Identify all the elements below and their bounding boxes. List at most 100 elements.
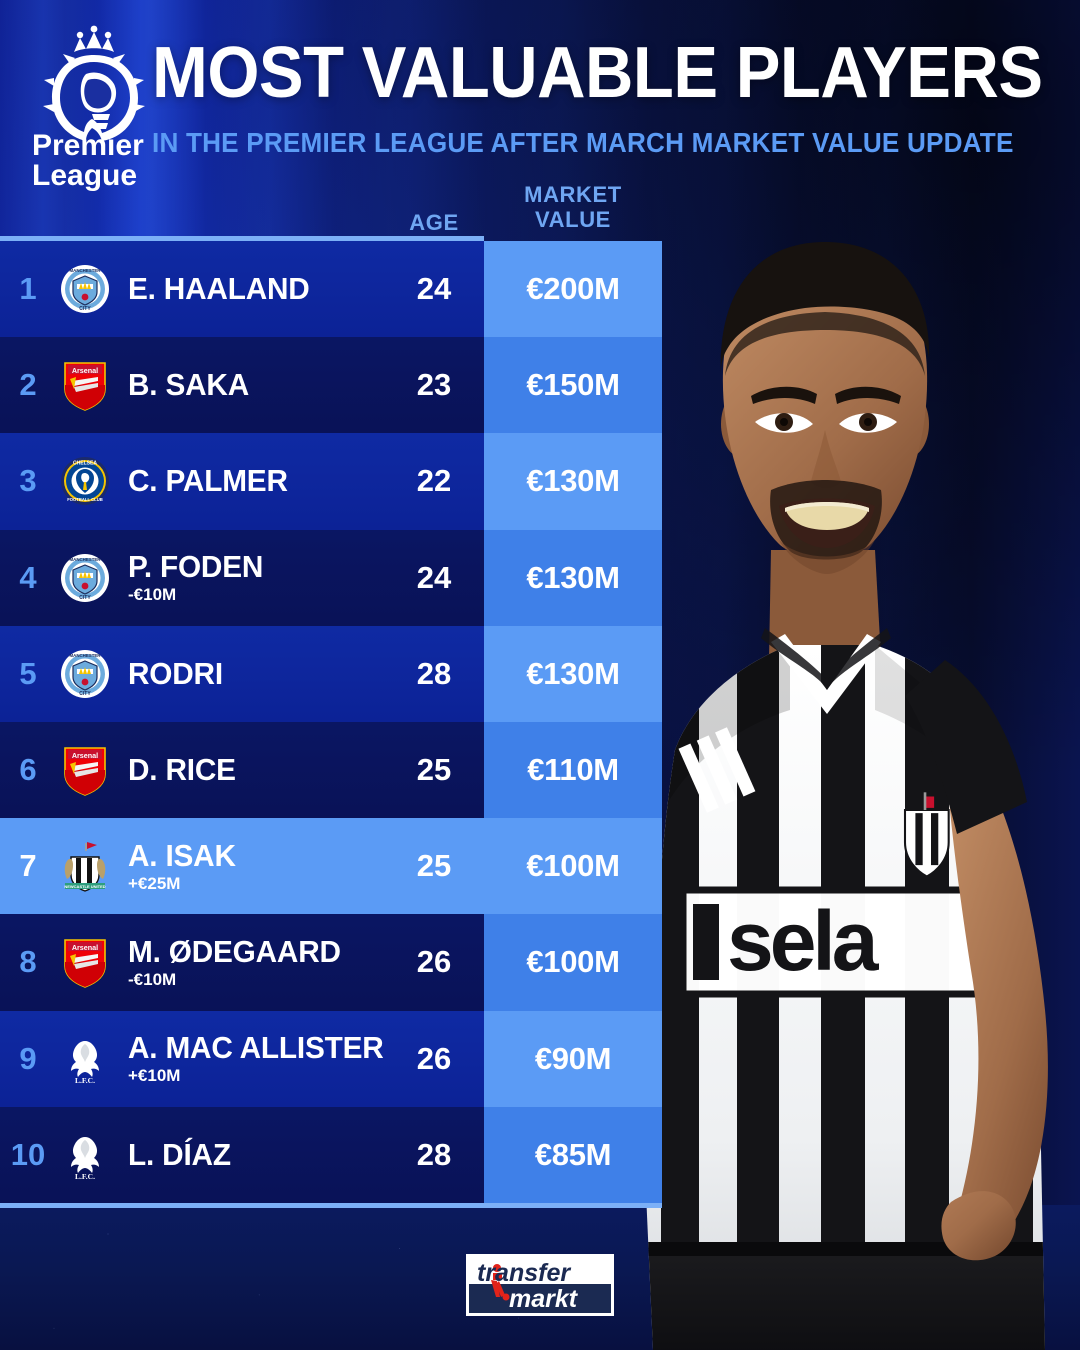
tm-wordmark-transfer: transfer bbox=[477, 1259, 571, 1287]
svg-text:FOOTBALL CLUB: FOOTBALL CLUB bbox=[67, 497, 103, 502]
rank-number: 4 bbox=[19, 559, 37, 595]
table-row[interactable]: 5 MANCHESTER CITY RODRI 28 €130M bbox=[0, 625, 662, 722]
svg-text:MANCHESTER: MANCHESTER bbox=[70, 653, 102, 658]
svg-text:MANCHESTER: MANCHESTER bbox=[70, 557, 102, 562]
player-market-value: €130M bbox=[526, 655, 620, 691]
svg-text:Arsenal: Arsenal bbox=[72, 751, 98, 760]
svg-text:Arsenal: Arsenal bbox=[72, 943, 98, 952]
svg-text:L.F.C.: L.F.C. bbox=[75, 1076, 95, 1085]
market-value-cell-background bbox=[484, 721, 662, 819]
player-name-block: RODRI bbox=[128, 626, 384, 722]
table-bottom-rule bbox=[0, 1203, 662, 1208]
svg-text:CHELSEA: CHELSEA bbox=[73, 461, 97, 467]
table-body: 1 MANCHESTER CITY E. HAALAND 24 €200M 2 … bbox=[0, 241, 662, 1203]
player-market-value: €85M bbox=[534, 1136, 612, 1172]
player-age: 24 bbox=[416, 271, 452, 307]
table-row[interactable]: 3 CHELSEA FOOTBALL CLUB C. PALMER 22 €13… bbox=[0, 433, 662, 530]
player-name-block: A. MAC ALLISTER +€10M bbox=[128, 1011, 384, 1107]
rank-number: 9 bbox=[19, 1040, 37, 1076]
club-crest-arsenal: Arsenal bbox=[58, 935, 112, 989]
market-value-cell-background bbox=[484, 529, 662, 626]
svg-text:L.F.C.: L.F.C. bbox=[75, 1172, 95, 1181]
column-header-market-value-line1: MARKET bbox=[524, 182, 622, 207]
market-value-cell-background bbox=[484, 1010, 662, 1107]
player-name-block: B. SAKA bbox=[128, 337, 384, 433]
club-crest-liverpool: L.F.C. bbox=[58, 1128, 112, 1182]
club-crest-newcastle-united: NEWCASTLE UNITED bbox=[58, 839, 112, 893]
table-row[interactable]: 6 Arsenal D. RICE 25 €110M bbox=[0, 721, 662, 819]
player-name-block: P. FODEN -€10M bbox=[128, 530, 384, 626]
club-crest-manchester-city: MANCHESTER CITY bbox=[58, 262, 112, 316]
table-row[interactable]: 2 Arsenal B. SAKA 23 €150M bbox=[0, 337, 662, 434]
player-market-value: €90M bbox=[534, 1040, 612, 1076]
player-name: A. MAC ALLISTER bbox=[128, 1030, 384, 1066]
value-change: +€10M bbox=[128, 1066, 181, 1086]
rank-number: 10 bbox=[10, 1136, 46, 1172]
rank-number: 6 bbox=[19, 752, 37, 788]
svg-text:NEWCASTLE UNITED: NEWCASTLE UNITED bbox=[64, 884, 105, 889]
club-crest-liverpool: L.F.C. bbox=[58, 1032, 112, 1086]
table-row[interactable]: 4 MANCHESTER CITY P. FODEN -€10M 24 €130… bbox=[0, 529, 662, 626]
tm-wordmark-markt: markt bbox=[509, 1285, 579, 1313]
player-age: 28 bbox=[416, 655, 452, 691]
table-top-rule bbox=[0, 236, 484, 241]
rank-number: 2 bbox=[19, 367, 37, 403]
player-market-value: €100M bbox=[526, 848, 620, 884]
player-market-value: €200M bbox=[526, 271, 620, 307]
player-name: L. DÍAZ bbox=[128, 1136, 231, 1172]
player-age: 23 bbox=[416, 367, 452, 403]
player-age: 26 bbox=[416, 944, 452, 980]
premier-league-logo: Premier League bbox=[30, 22, 160, 192]
club-crest-arsenal: Arsenal bbox=[58, 743, 112, 797]
player-name-block: L. DÍAZ bbox=[128, 1107, 384, 1203]
player-name: E. HAALAND bbox=[128, 271, 310, 307]
table-row[interactable]: 9 L.F.C. A. MAC ALLISTER +€10M 26 €90M bbox=[0, 1010, 662, 1107]
market-value-cell-background bbox=[484, 625, 662, 722]
column-header-market-value-line2: VALUE bbox=[535, 207, 611, 232]
pl-wordmark-league: League bbox=[32, 159, 137, 192]
table-row[interactable]: 8 Arsenal M. ØDEGAARD -€10M 26 €100M bbox=[0, 914, 662, 1011]
page-title: MOST VALUABLE PLAYERS bbox=[152, 33, 1043, 113]
player-name: D. RICE bbox=[128, 752, 236, 788]
value-change: -€10M bbox=[128, 969, 177, 989]
club-crest-chelsea: CHELSEA FOOTBALL CLUB bbox=[58, 454, 112, 508]
table-row[interactable]: 7 NEWCASTLE UNITED A. ISAK +€25M 25 €100… bbox=[0, 818, 662, 915]
player-age: 25 bbox=[416, 752, 452, 788]
rank-number: 3 bbox=[19, 463, 37, 499]
table-row[interactable]: 10 L.F.C. L. DÍAZ 28 €85M bbox=[0, 1106, 662, 1203]
player-name-block: C. PALMER bbox=[128, 433, 384, 529]
column-header-market-value: MARKET VALUE bbox=[484, 182, 662, 232]
svg-text:Arsenal: Arsenal bbox=[72, 366, 98, 375]
column-header-age: AGE bbox=[409, 210, 459, 235]
pl-wordmark-premier: Premier bbox=[32, 129, 144, 162]
player-age: 26 bbox=[416, 1040, 452, 1076]
svg-text:CITY: CITY bbox=[79, 306, 91, 312]
market-value-cell-background bbox=[484, 914, 662, 1011]
player-age: 24 bbox=[416, 559, 452, 595]
rank-number: 5 bbox=[19, 655, 37, 691]
market-value-cell-background bbox=[484, 433, 662, 530]
player-age: 22 bbox=[416, 463, 452, 499]
svg-text:MANCHESTER: MANCHESTER bbox=[70, 268, 102, 273]
table-row[interactable]: 1 MANCHESTER CITY E. HAALAND 24 €200M bbox=[0, 241, 662, 338]
transfermarkt-logo: transfer markt bbox=[466, 1254, 614, 1316]
player-name: P. FODEN bbox=[128, 549, 264, 585]
player-market-value: €150M bbox=[526, 367, 620, 403]
svg-text:sela: sela bbox=[727, 894, 880, 988]
rank-number: 8 bbox=[19, 944, 37, 980]
club-crest-manchester-city: MANCHESTER CITY bbox=[58, 647, 112, 701]
player-market-value: €100M bbox=[526, 944, 620, 980]
page-subtitle: IN THE PREMIER LEAGUE AFTER MARCH MARKET… bbox=[152, 127, 1014, 158]
market-value-cell-background bbox=[484, 337, 662, 434]
player-name: M. ØDEGAARD bbox=[128, 933, 341, 969]
player-name-block: D. RICE bbox=[128, 722, 384, 818]
market-value-cell-background bbox=[484, 241, 662, 338]
market-value-cell-background bbox=[484, 818, 662, 915]
player-age: 28 bbox=[416, 1136, 452, 1172]
player-name: A. ISAK bbox=[128, 837, 236, 873]
ranking-table: 1 MANCHESTER CITY E. HAALAND 24 €200M 2 … bbox=[0, 236, 662, 1208]
player-name: RODRI bbox=[128, 655, 223, 691]
svg-text:CITY: CITY bbox=[79, 691, 91, 697]
player-age: 25 bbox=[416, 848, 452, 884]
